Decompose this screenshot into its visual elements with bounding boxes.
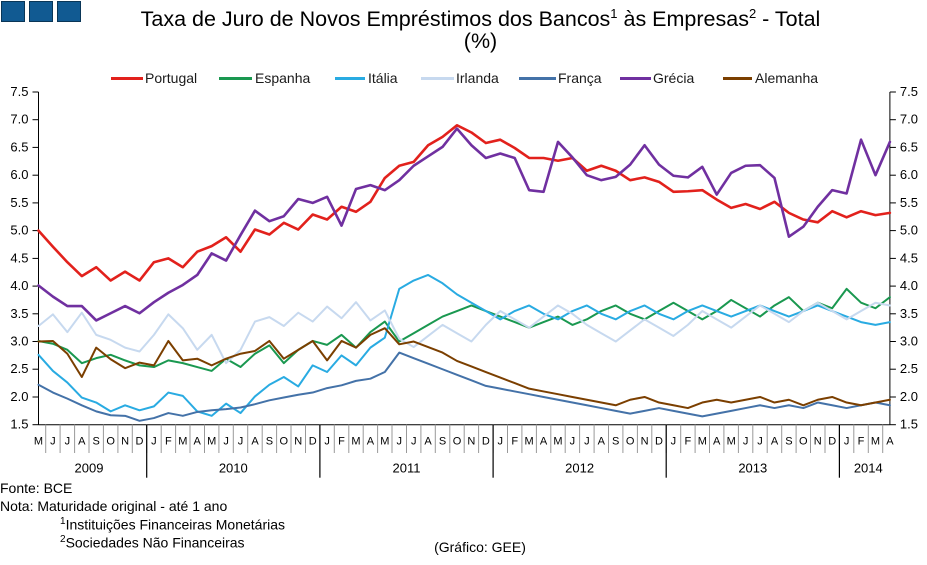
svg-text:A: A [598, 436, 606, 448]
svg-text:A: A [713, 436, 721, 448]
svg-text:A: A [424, 436, 432, 448]
svg-text:J: J [411, 436, 417, 448]
svg-text:J: J [238, 436, 244, 448]
svg-text:F: F [511, 436, 518, 448]
svg-text:7.5: 7.5 [10, 84, 28, 99]
svg-text:S: S [93, 436, 100, 448]
svg-text:F: F [165, 436, 172, 448]
svg-text:6.0: 6.0 [900, 167, 918, 182]
svg-text:5.0: 5.0 [10, 223, 28, 238]
svg-text:D: D [482, 436, 490, 448]
svg-text:A: A [194, 436, 202, 448]
svg-text:J: J [844, 436, 850, 448]
svg-text:7.0: 7.0 [10, 112, 28, 127]
svg-text:F: F [858, 436, 865, 448]
svg-text:O: O [280, 436, 289, 448]
svg-text:5.5: 5.5 [900, 195, 918, 210]
svg-text:D: D [309, 436, 317, 448]
svg-text:6.0: 6.0 [10, 167, 28, 182]
svg-text:J: J [223, 436, 229, 448]
svg-text:7.0: 7.0 [900, 112, 918, 127]
svg-text:4.5: 4.5 [10, 250, 28, 265]
svg-text:J: J [743, 436, 749, 448]
svg-text:J: J [151, 436, 157, 448]
svg-text:M: M [525, 436, 534, 448]
svg-text:J: J [757, 436, 763, 448]
svg-text:A: A [251, 436, 259, 448]
svg-text:S: S [612, 436, 619, 448]
svg-text:S: S [266, 436, 273, 448]
svg-text:M: M [727, 436, 736, 448]
svg-text:6.5: 6.5 [900, 139, 918, 154]
svg-text:O: O [626, 436, 635, 448]
svg-text:A: A [771, 436, 779, 448]
svg-text:D: D [136, 436, 144, 448]
svg-text:3.0: 3.0 [10, 334, 28, 349]
svg-text:J: J [570, 436, 576, 448]
svg-text:A: A [78, 436, 86, 448]
svg-text:J: J [671, 436, 677, 448]
svg-text:7.5: 7.5 [900, 84, 918, 99]
svg-text:F: F [685, 436, 692, 448]
svg-text:O: O [106, 436, 115, 448]
svg-text:4.0: 4.0 [900, 278, 918, 293]
svg-text:M: M [178, 436, 187, 448]
svg-text:2010: 2010 [219, 461, 248, 476]
svg-text:2.5: 2.5 [900, 361, 918, 376]
svg-text:A: A [540, 436, 548, 448]
svg-text:2014: 2014 [854, 461, 883, 476]
svg-text:2009: 2009 [75, 461, 104, 476]
svg-text:S: S [785, 436, 792, 448]
svg-text:2.0: 2.0 [10, 389, 28, 404]
svg-text:J: J [584, 436, 590, 448]
svg-text:M: M [553, 436, 562, 448]
svg-text:1.5: 1.5 [10, 417, 28, 432]
svg-text:A: A [367, 436, 375, 448]
svg-text:M: M [207, 436, 216, 448]
svg-text:J: J [50, 436, 56, 448]
svg-text:2013: 2013 [738, 461, 767, 476]
svg-text:S: S [439, 436, 446, 448]
svg-text:O: O [799, 436, 808, 448]
svg-text:J: J [397, 436, 403, 448]
svg-text:3.5: 3.5 [900, 306, 918, 321]
svg-text:N: N [121, 436, 129, 448]
svg-text:F: F [338, 436, 345, 448]
svg-text:1.5: 1.5 [900, 417, 918, 432]
svg-text:N: N [814, 436, 822, 448]
svg-text:J: J [65, 436, 71, 448]
svg-text:J: J [324, 436, 330, 448]
svg-text:M: M [34, 436, 43, 448]
svg-text:N: N [294, 436, 302, 448]
svg-text:2012: 2012 [565, 461, 594, 476]
svg-text:2011: 2011 [393, 461, 421, 476]
svg-text:M: M [351, 436, 360, 448]
svg-text:4.0: 4.0 [10, 278, 28, 293]
svg-text:5.5: 5.5 [10, 195, 28, 210]
svg-text:M: M [698, 436, 707, 448]
svg-text:D: D [828, 436, 836, 448]
svg-text:4.5: 4.5 [900, 250, 918, 265]
svg-text:2.5: 2.5 [10, 361, 28, 376]
svg-text:M: M [871, 436, 880, 448]
svg-text:5.0: 5.0 [900, 223, 918, 238]
svg-text:M: M [380, 436, 389, 448]
svg-text:2.0: 2.0 [900, 389, 918, 404]
svg-text:3.0: 3.0 [900, 334, 918, 349]
svg-text:A: A [886, 436, 894, 448]
svg-text:O: O [453, 436, 462, 448]
svg-text:J: J [498, 436, 504, 448]
svg-text:6.5: 6.5 [10, 139, 28, 154]
svg-text:N: N [641, 436, 649, 448]
svg-text:N: N [467, 436, 475, 448]
svg-text:D: D [655, 436, 663, 448]
svg-text:3.5: 3.5 [10, 306, 28, 321]
